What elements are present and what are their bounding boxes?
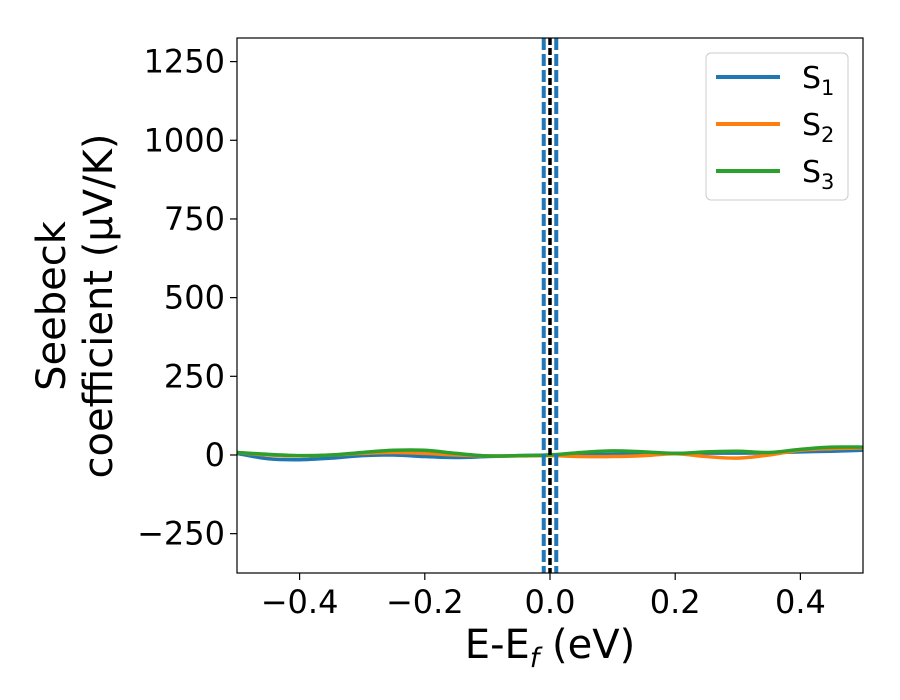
legend-label-1: S1 [802,61,834,100]
y-tick-label-4: 750 [164,200,225,238]
y-tick-label-5: 1000 [144,121,225,159]
legend-label-1-main: S [802,61,821,96]
legend-label-2-subscript: 2 [821,123,834,147]
legend-label-3-subscript: 3 [821,170,834,194]
x-tick-label-0: −0.4 [261,583,339,621]
y-tick-label-2: 250 [164,357,225,395]
y-tick-label-3: 500 [164,279,225,317]
x-tick-label-3: 0.2 [650,583,701,621]
x-tick-label-4: 0.4 [775,583,826,621]
y-axis-label-line-1: Seebeck [29,220,75,391]
legend-label-3-main: S [802,155,821,190]
y-tick-label-1: 0 [205,436,225,474]
legend-box [705,52,849,201]
legend-label-1-subscript: 1 [821,76,834,100]
x-axis-label: E-Ef (eV) [465,622,635,674]
y-axis-label-line-2: coefficient (μV/K) [76,134,122,479]
x-tick-label-2: 0.0 [525,583,576,621]
legend-label-2: S2 [802,108,834,147]
y-tick-label-0: −250 [137,515,225,553]
x-axis-label-main: E-E [465,622,530,668]
plot-area [237,38,863,573]
legend-label-2-main: S [802,108,821,143]
y-axis-label: Seebeck coefficient (μV/K) [29,134,122,479]
x-tick-label-1: −0.2 [386,583,464,621]
x-axis-label-unit: (eV) [539,622,635,668]
legend-label-3: S3 [802,155,834,194]
y-tick-label-6: 1250 [144,43,225,81]
